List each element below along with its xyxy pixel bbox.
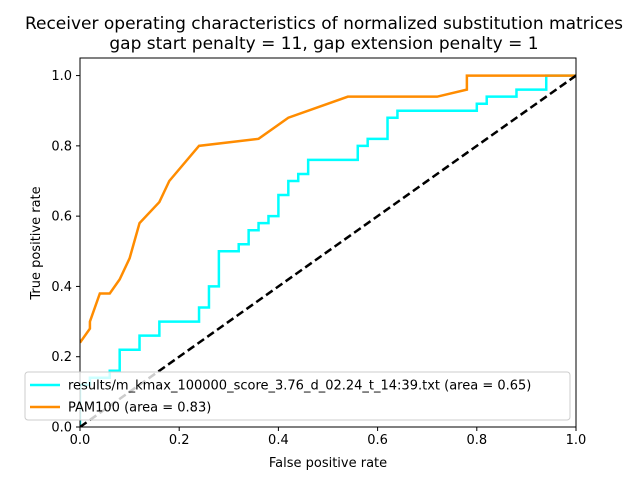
y-tick-label: 0.6 xyxy=(51,210,72,225)
y-tick-label: 0.0 xyxy=(51,421,72,436)
y-axis-label: True positive rate xyxy=(29,186,44,300)
x-axis-label: False positive rate xyxy=(269,456,387,471)
y-tick-label: 0.8 xyxy=(51,139,72,154)
x-tick-label: 0.6 xyxy=(367,433,388,448)
legend-label-0: results/m_kmax_100000_score_3.76_d_02.24… xyxy=(68,379,531,394)
series-line-1 xyxy=(80,74,576,344)
y-tick-label: 0.4 xyxy=(51,280,72,295)
x-tick-label: 0.0 xyxy=(70,433,91,448)
x-tick-label: 0.8 xyxy=(466,433,487,448)
legend-label-1: PAM100 (area = 0.83) xyxy=(68,401,211,416)
legend: results/m_kmax_100000_score_3.76_d_02.24… xyxy=(24,371,571,421)
x-tick-label: 0.4 xyxy=(268,433,289,448)
y-tick-label: 0.2 xyxy=(51,350,72,365)
series-line-0 xyxy=(80,74,576,427)
axes-frame xyxy=(79,57,577,428)
legend-box xyxy=(24,371,571,421)
plot-area: 0.0 0.2 0.4 0.6 0.8 1.0 0.0 0.2 0.4 0.6 0.8 1.0 xyxy=(51,57,587,448)
chart-title: Receiver operating characteristics of no… xyxy=(25,14,623,34)
diagonal-reference-line xyxy=(80,74,576,427)
x-tick-label: 0.2 xyxy=(169,433,190,448)
series-group xyxy=(80,74,576,427)
y-tick-label: 1.0 xyxy=(51,69,72,84)
x-tick-label: 1.0 xyxy=(566,433,587,448)
chart-subtitle: gap start penalty = 11, gap extension pe… xyxy=(109,34,538,54)
